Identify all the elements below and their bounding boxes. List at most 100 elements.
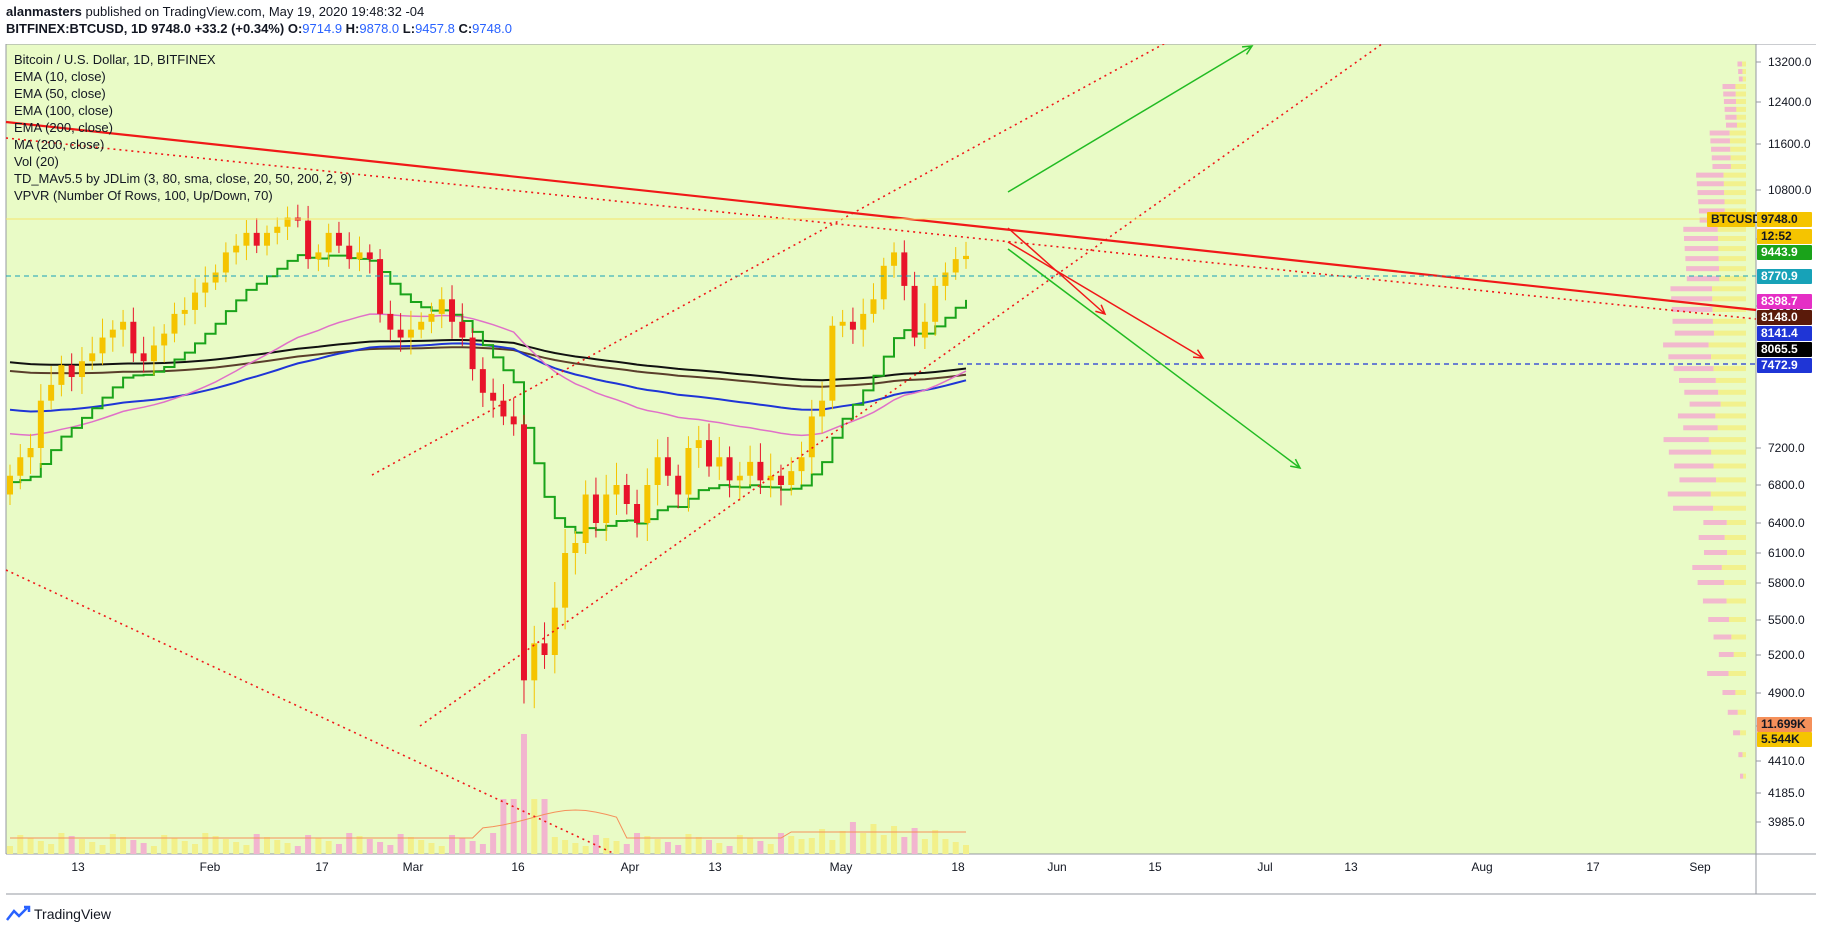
tradingview-brand[interactable]: TradingView: [34, 906, 112, 922]
candle-body: [356, 252, 363, 260]
price-badge: [1707, 212, 1755, 227]
volume-bar: [315, 838, 322, 854]
volume-bar: [469, 841, 476, 854]
candle-body: [798, 457, 805, 472]
candle-body: [253, 232, 260, 246]
low-label: L:: [402, 21, 416, 36]
price-tick-label: 4900.0: [1768, 686, 1805, 700]
legend-ema200[interactable]: EMA (200, close): [14, 120, 113, 135]
vpvr-bar-up: [1724, 580, 1746, 585]
vpvr-bar-down: [1698, 208, 1725, 214]
ema10-line: [10, 254, 967, 534]
open-value: 9714.9: [302, 21, 343, 36]
candle-body: [181, 309, 188, 314]
vpvr-bar-up: [1713, 505, 1746, 511]
legend-vpvr[interactable]: VPVR (Number Of Rows, 100, Up/Down, 70): [14, 188, 273, 203]
candle-body: [664, 457, 671, 476]
vpvr-bar-up: [1742, 61, 1746, 67]
time-tick-label: 13: [1344, 860, 1358, 874]
plot-background: [6, 44, 1756, 854]
vpvr-bar-down: [1713, 634, 1732, 640]
legend-ema100[interactable]: EMA (100, close): [14, 103, 113, 118]
candle-body: [644, 485, 651, 523]
time-tick-label: Apr: [621, 860, 640, 874]
candle-body: [377, 259, 384, 314]
candle-body: [171, 313, 178, 334]
price-tick-label: 7200.0: [1768, 441, 1805, 455]
candle-body: [366, 252, 373, 260]
legend-volume[interactable]: Vol (20): [14, 154, 59, 169]
volume-bar: [747, 838, 754, 854]
volume-bar: [819, 829, 826, 854]
candle-body: [202, 282, 209, 293]
price-badge-label: 7472.9: [1761, 358, 1798, 372]
vpvr-bar-down: [1684, 389, 1719, 395]
vpvr-bar-down: [1737, 61, 1743, 67]
vpvr-bar-down: [1671, 296, 1713, 302]
legend-ma200[interactable]: MA (200, close): [14, 137, 105, 152]
volume-bar: [27, 838, 34, 854]
ohlc-line: BITFINEX:BTCUSD, 1D 9748.0 +33.2 (+0.34%…: [6, 21, 512, 36]
vpvr-bar-up: [1708, 342, 1746, 348]
candle-body: [387, 313, 394, 330]
candle-body: [829, 325, 836, 401]
volume-ma-line: [10, 809, 966, 839]
vpvr-bar-up: [1724, 535, 1746, 540]
volume-bar: [901, 837, 908, 854]
volume-bar: [438, 846, 445, 854]
volume-bar: [171, 838, 178, 854]
vpvr-bar-down: [1663, 342, 1709, 348]
volume-bar: [490, 833, 497, 854]
vpvr-bar-up: [1730, 155, 1746, 161]
price-change: +33.2 (+0.34%): [194, 21, 285, 36]
volume-bar: [644, 836, 651, 854]
legend-ema50[interactable]: EMA (50, close): [14, 86, 106, 101]
volume-bar: [654, 839, 661, 854]
candle-body: [274, 226, 281, 233]
low-value: 9457.8: [415, 21, 455, 36]
volume-bar: [387, 845, 394, 854]
vpvr-bar-up: [1724, 199, 1746, 205]
candle-body: [952, 259, 959, 273]
close-value: 9748.0: [472, 21, 512, 36]
volume-bar: [808, 838, 815, 854]
candle-body: [634, 504, 641, 523]
price-badge: [1757, 245, 1812, 260]
price-badge: [1757, 310, 1812, 325]
vpvr-bar-down: [1683, 425, 1718, 431]
volume-bar: [202, 833, 209, 854]
vpvr-bar-up: [1716, 477, 1746, 483]
vpvr-bar-up: [1729, 138, 1746, 144]
price-tick-label: 13200.0: [1768, 55, 1812, 69]
volume-bar: [109, 834, 116, 854]
candle-body: [263, 232, 270, 246]
publisher-name[interactable]: alanmasters: [6, 4, 82, 19]
legend-symbol[interactable]: Bitcoin / U.S. Dollar, 1D, BITFINEX: [14, 52, 216, 67]
candle-body: [572, 543, 579, 553]
arrow-down-green: [1007, 248, 1301, 469]
vpvr-bar-down: [1702, 598, 1727, 604]
candle-body: [654, 457, 661, 485]
legend-ema10[interactable]: EMA (10, close): [14, 69, 106, 84]
legend-td-ma[interactable]: TD_MAv5.5 by JDLim (3, 80, sma, close, 2…: [14, 171, 352, 186]
tradingview-logo-icon[interactable]: [6, 905, 32, 923]
volume-bar: [726, 846, 733, 854]
candle-body: [849, 321, 856, 330]
price-badge: [1757, 732, 1812, 747]
price-tick-label: 6400.0: [1768, 516, 1805, 530]
volume-bar: [675, 845, 682, 854]
price-chart[interactable]: 13200.012400.011600.010800.010000.09000.…: [0, 44, 1828, 898]
time-tick-label: 16: [511, 860, 525, 874]
vpvr-bar-down: [1738, 76, 1743, 82]
vpvr-bar-down: [1696, 181, 1724, 187]
vpvr-bar-up: [1727, 550, 1746, 555]
vpvr-bar-up: [1715, 377, 1746, 383]
candle-body: [880, 265, 887, 300]
volume-bar: [397, 834, 404, 854]
candle-body: [120, 321, 127, 330]
candle-body: [777, 475, 784, 485]
vpvr-bar-down: [1733, 730, 1741, 736]
candle-body: [901, 252, 908, 286]
close-label: C:: [458, 21, 473, 36]
vpvr-bar-down: [1707, 671, 1729, 676]
